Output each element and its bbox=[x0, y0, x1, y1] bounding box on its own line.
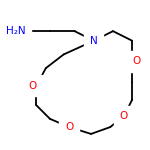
Text: N: N bbox=[90, 36, 98, 46]
Text: O: O bbox=[65, 122, 73, 132]
Text: O: O bbox=[120, 111, 128, 121]
Text: O: O bbox=[65, 122, 73, 132]
Text: ₂N: ₂N bbox=[13, 26, 25, 36]
Text: O: O bbox=[28, 81, 36, 91]
Text: H₂N: H₂N bbox=[6, 26, 25, 36]
Text: H: H bbox=[18, 26, 25, 36]
Text: H2N: H2N bbox=[3, 26, 25, 36]
Text: O: O bbox=[132, 56, 140, 66]
Text: O: O bbox=[120, 111, 128, 121]
Text: N: N bbox=[90, 36, 98, 46]
Text: O: O bbox=[28, 81, 36, 91]
Text: O: O bbox=[132, 56, 140, 66]
